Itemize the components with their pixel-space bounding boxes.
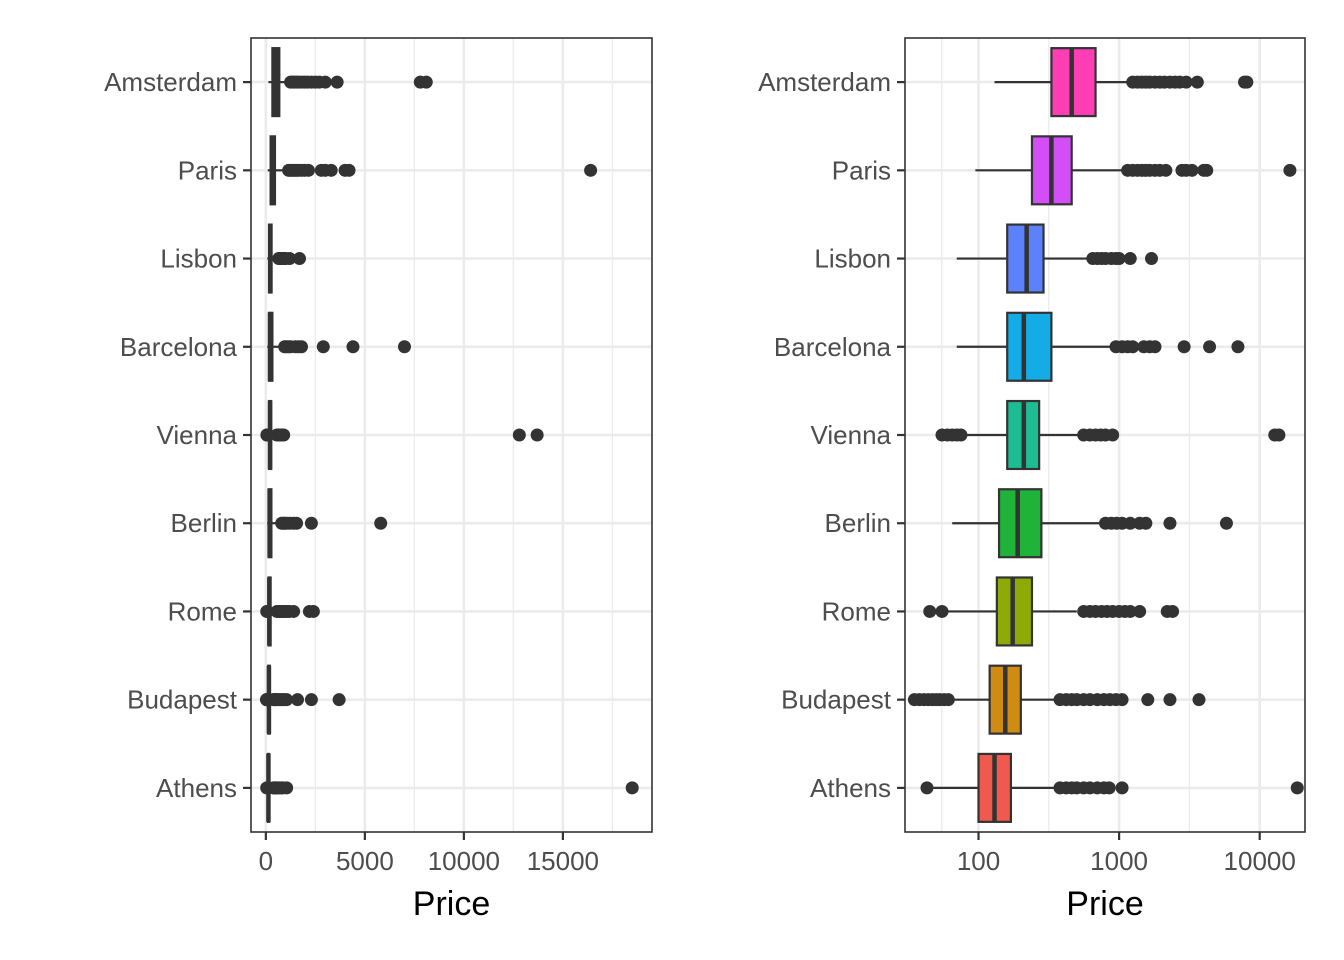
- log-vienna-outlier-point: [1272, 428, 1286, 442]
- log-x-tick-label: 100: [957, 846, 1000, 876]
- log-x-tick-label: 10000: [1224, 846, 1296, 876]
- linear-y-tick-label-lisbon: Lisbon: [160, 244, 237, 274]
- linear-budapest-outlier-point: [332, 693, 346, 707]
- linear-amsterdam-outlier-point: [318, 75, 332, 89]
- log-rome-outlier-point: [1133, 604, 1147, 618]
- linear-athens-outlier-point: [625, 781, 639, 795]
- log-y-tick-label-barcelona: Barcelona: [774, 332, 892, 362]
- linear-budapest-outlier-point: [280, 693, 294, 707]
- log-y-tick-label-athens: Athens: [810, 773, 891, 803]
- log-berlin-box: [997, 488, 1043, 559]
- log-barcelona-outlier-point: [1177, 340, 1191, 354]
- log-scale-panel: Amsterdam Paris Lisbon Barcelona Vienna Berli…: [758, 37, 1306, 923]
- log-berlin-outlier-point: [1219, 516, 1233, 530]
- linear-barcelona-outlier-point: [294, 340, 308, 354]
- log-berlin-outlier-point: [1139, 516, 1153, 530]
- linear-vienna-outlier-point: [260, 428, 274, 442]
- linear-y-tick-label-athens: Athens: [156, 773, 237, 803]
- log-barcelona-outlier-point: [1231, 340, 1245, 354]
- log-athens-outlier-point: [1115, 781, 1129, 795]
- linear-barcelona-outlier-point: [346, 340, 360, 354]
- log-x-tick-label: 1000: [1090, 846, 1148, 876]
- log-rome-outlier-point: [1166, 604, 1180, 618]
- linear-lisbon-outlier-point: [293, 252, 307, 266]
- linear-amsterdam-outlier-point: [330, 75, 344, 89]
- log-y-tick-label-lisbon: Lisbon: [814, 244, 891, 274]
- log-lisbon-outlier-point: [1123, 252, 1137, 266]
- log-x-axis-title: Price: [1066, 885, 1143, 923]
- log-budapest-outlier-point: [1115, 693, 1129, 707]
- log-y-tick-label-vienna: Vienna: [811, 420, 892, 450]
- linear-paris-outlier-point: [301, 163, 315, 177]
- linear-y-tick-label-vienna: Vienna: [157, 420, 238, 450]
- linear-y-tick-label-paris: Paris: [178, 155, 237, 185]
- log-rome-outlier-point: [935, 604, 949, 618]
- linear-x-axis-title: Price: [413, 885, 490, 923]
- linear-y-tick-label-rome: Rome: [168, 596, 237, 626]
- linear-scale-panel: Amsterdam Paris Lisbon Barcelona Vienna Berli…: [104, 37, 653, 923]
- log-rome-outlier-point: [923, 604, 937, 618]
- linear-vienna-outlier-point: [512, 428, 526, 442]
- log-athens-outlier-point: [1290, 781, 1304, 795]
- log-barcelona-outlier-point: [1126, 340, 1140, 354]
- linear-rome-outlier-point: [306, 604, 320, 618]
- linear-barcelona-outlier-point: [397, 340, 411, 354]
- linear-x-tick-label: 10000: [428, 846, 500, 876]
- log-berlin-outlier-point: [1163, 516, 1177, 530]
- log-vienna-outlier-point: [954, 428, 968, 442]
- linear-berlin-outlier-point: [290, 516, 304, 530]
- linear-berlin-outlier-point: [374, 516, 388, 530]
- log-amsterdam-outlier-point: [1240, 75, 1254, 89]
- linear-x-tick-label: 15000: [527, 846, 599, 876]
- log-athens-outlier-point: [920, 781, 934, 795]
- log-y-tick-label-budapest: Budapest: [781, 685, 892, 715]
- linear-paris-outlier-point: [342, 163, 356, 177]
- log-paris-outlier-point: [1283, 163, 1297, 177]
- linear-athens-outlier-point: [280, 781, 294, 795]
- log-paris-outlier-point: [1159, 163, 1173, 177]
- log-berlin-outlier-point: [1123, 516, 1137, 530]
- log-amsterdam-outlier-point: [1179, 75, 1193, 89]
- log-paris-outlier-point: [1185, 163, 1199, 177]
- linear-lisbon-outlier-point: [283, 252, 297, 266]
- log-lisbon-outlier-point: [1112, 252, 1126, 266]
- linear-vienna-outlier-point: [277, 428, 291, 442]
- log-y-tick-label-berlin: Berlin: [825, 508, 891, 538]
- linear-y-tick-label-amsterdam: Amsterdam: [104, 67, 237, 97]
- linear-paris-outlier-point: [584, 163, 598, 177]
- log-budapest-outlier-point: [941, 693, 955, 707]
- log-y-tick-label-amsterdam: Amsterdam: [758, 67, 891, 97]
- linear-barcelona-outlier-point: [316, 340, 330, 354]
- log-rome-outlier-point: [1123, 604, 1137, 618]
- log-budapest-outlier-point: [1141, 693, 1155, 707]
- linear-paris-outlier-point: [324, 163, 338, 177]
- log-y-tick-label-paris: Paris: [832, 155, 891, 185]
- log-budapest-outlier-point: [1163, 693, 1177, 707]
- linear-y-tick-label-budapest: Budapest: [127, 685, 238, 715]
- linear-amsterdam-outlier-point: [419, 75, 433, 89]
- log-vienna-outlier-point: [1106, 428, 1120, 442]
- linear-budapest-outlier-point: [304, 693, 318, 707]
- linear-x-tick-label: 5000: [336, 846, 394, 876]
- log-barcelona-outlier-point: [1203, 340, 1217, 354]
- log-y-tick-label-rome: Rome: [822, 596, 891, 626]
- log-lisbon-outlier-point: [1145, 252, 1159, 266]
- log-budapest-outlier-point: [1192, 693, 1206, 707]
- linear-vienna-outlier-point: [530, 428, 544, 442]
- linear-y-tick-label-barcelona: Barcelona: [120, 332, 238, 362]
- log-barcelona-outlier-point: [1148, 340, 1162, 354]
- linear-berlin-outlier-point: [304, 516, 318, 530]
- log-athens-outlier-point: [1102, 781, 1116, 795]
- linear-budapest-outlier-point: [291, 693, 305, 707]
- linear-y-tick-label-berlin: Berlin: [171, 508, 237, 538]
- linear-rome-outlier-point: [260, 604, 274, 618]
- linear-x-tick-label: 0: [259, 846, 273, 876]
- log-paris-outlier-point: [1200, 163, 1214, 177]
- log-barcelona-box: [1006, 311, 1053, 382]
- linear-rome-outlier-point: [287, 604, 301, 618]
- log-amsterdam-outlier-point: [1190, 75, 1204, 89]
